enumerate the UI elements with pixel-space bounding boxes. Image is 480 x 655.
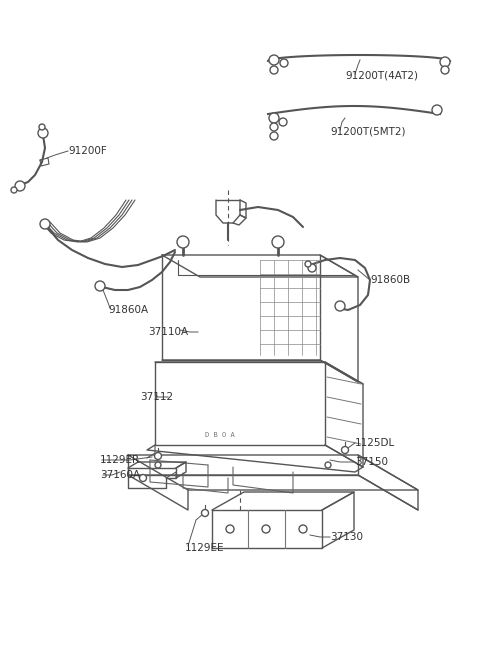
Circle shape — [11, 187, 17, 193]
Circle shape — [280, 59, 288, 67]
Text: 91860B: 91860B — [370, 275, 410, 285]
Circle shape — [40, 219, 50, 229]
Circle shape — [341, 447, 348, 453]
Text: 91200T(4AT2): 91200T(4AT2) — [345, 71, 418, 81]
Text: 91860A: 91860A — [108, 305, 148, 315]
Text: 1129ER: 1129ER — [100, 455, 140, 465]
Text: 37110A: 37110A — [148, 327, 188, 337]
Circle shape — [308, 264, 316, 272]
Text: 1125DL: 1125DL — [355, 438, 395, 448]
Circle shape — [279, 118, 287, 126]
Circle shape — [440, 57, 450, 67]
Circle shape — [177, 236, 189, 248]
Text: 1129EE: 1129EE — [185, 543, 225, 553]
Circle shape — [155, 453, 161, 460]
Circle shape — [270, 123, 278, 131]
Text: 37112: 37112 — [140, 392, 173, 402]
Circle shape — [15, 181, 25, 191]
Circle shape — [441, 66, 449, 74]
Circle shape — [270, 66, 278, 74]
Circle shape — [432, 105, 442, 115]
Circle shape — [269, 113, 279, 123]
Circle shape — [226, 525, 234, 533]
Circle shape — [299, 525, 307, 533]
Circle shape — [38, 128, 48, 138]
Circle shape — [272, 236, 284, 248]
Text: 91200T(5MT2): 91200T(5MT2) — [330, 127, 406, 137]
Circle shape — [325, 462, 331, 468]
Circle shape — [305, 261, 311, 267]
Circle shape — [95, 281, 105, 291]
Text: D B O A: D B O A — [205, 432, 235, 438]
Circle shape — [140, 474, 146, 481]
Circle shape — [269, 55, 279, 65]
Circle shape — [270, 132, 278, 140]
Circle shape — [202, 510, 208, 517]
Circle shape — [335, 301, 345, 311]
Text: 37130: 37130 — [330, 532, 363, 542]
Circle shape — [39, 124, 45, 130]
Circle shape — [262, 525, 270, 533]
Text: 91200F: 91200F — [68, 146, 107, 156]
Text: 37150: 37150 — [355, 457, 388, 467]
Circle shape — [155, 462, 161, 468]
Text: 37160A: 37160A — [100, 470, 140, 480]
